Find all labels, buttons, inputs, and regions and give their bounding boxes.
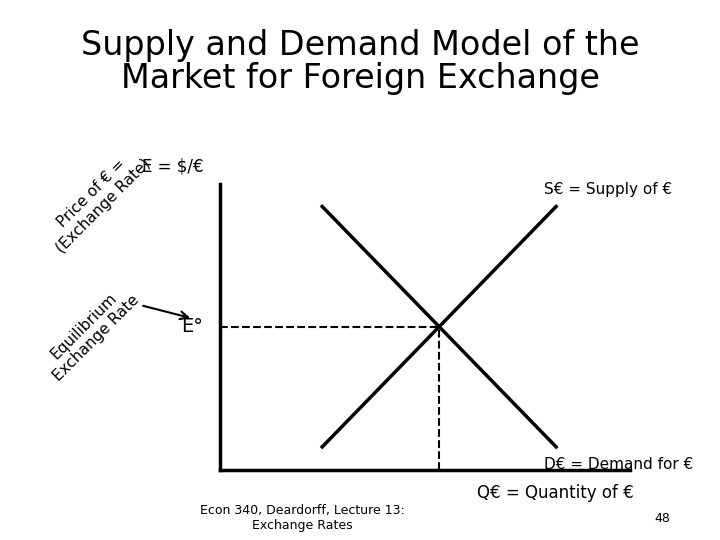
Text: Price of € =
(Exchange Rate): Price of € = (Exchange Rate) [41,144,153,256]
Text: E°: E° [181,317,203,336]
Text: 48: 48 [654,512,670,525]
Text: D€ = Demand for €: D€ = Demand for € [544,457,693,471]
Text: Market for Foreign Exchange: Market for Foreign Exchange [120,62,600,95]
Text: E = $/€: E = $/€ [142,157,203,175]
Text: Econ 340, Deardorff, Lecture 13:
Exchange Rates: Econ 340, Deardorff, Lecture 13: Exchang… [200,504,405,532]
Text: Equilibrium
Exchange Rate: Equilibrium Exchange Rate [38,280,142,384]
Text: Q€ = Quantity of €: Q€ = Quantity of € [477,484,634,502]
Text: Supply and Demand Model of the: Supply and Demand Model of the [81,29,639,63]
Text: S€ = Supply of €: S€ = Supply of € [544,182,672,197]
